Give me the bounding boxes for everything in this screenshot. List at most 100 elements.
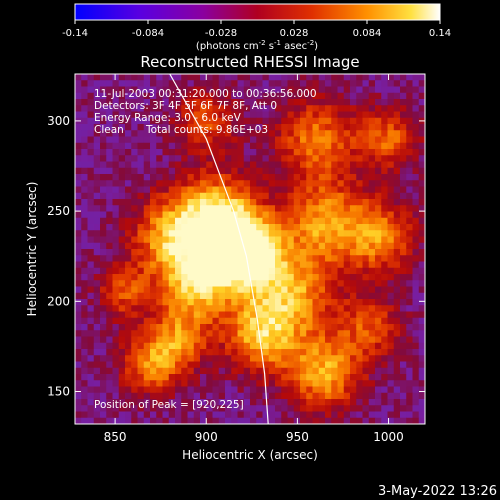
heatmap-cell: [381, 105, 388, 112]
heatmap-cell: [81, 405, 88, 412]
heatmap-cell: [375, 142, 382, 150]
heatmap-cell: [350, 249, 357, 256]
heatmap-cell: [268, 274, 276, 281]
heatmap-cell: [175, 405, 182, 412]
heatmap-cell: [306, 274, 313, 281]
heatmap-cell: [256, 249, 263, 256]
heatmap-cell: [393, 299, 401, 306]
heatmap-cell: [175, 230, 182, 237]
heatmap-cell: [262, 330, 270, 337]
heatmap-cell: [312, 211, 320, 219]
heatmap-cell: [193, 149, 201, 156]
heatmap-cell: [275, 355, 282, 362]
heatmap-cell: [143, 99, 151, 106]
heatmap-cell: [275, 92, 282, 100]
heatmap-cell: [368, 349, 376, 356]
heatmap-cell: [250, 180, 257, 187]
heatmap-cell: [356, 211, 363, 219]
heatmap-cell: [206, 174, 213, 181]
heatmap-cell: [343, 286, 351, 294]
heatmap-cell: [106, 342, 113, 350]
heatmap-cell: [225, 186, 232, 194]
heatmap-cell: [312, 155, 320, 162]
heatmap-cell: [393, 411, 401, 419]
heatmap-cell: [350, 305, 357, 312]
heatmap-cell: [106, 399, 113, 406]
heatmap-cell: [287, 242, 295, 250]
heatmap-cell: [287, 124, 295, 131]
heatmap-cell: [300, 242, 307, 250]
heatmap-cell: [281, 149, 288, 156]
heatmap-cell: [281, 136, 288, 144]
heatmap-cell: [293, 317, 301, 325]
heatmap-cell: [87, 161, 95, 169]
heatmap-cell: [231, 186, 238, 194]
heatmap-cell: [237, 286, 245, 294]
heatmap-cell: [412, 336, 420, 344]
heatmap-cell: [368, 417, 376, 424]
heatmap-cell: [375, 261, 382, 269]
heatmap-cell: [112, 411, 120, 419]
heatmap-cell: [318, 142, 326, 150]
heatmap-cell: [331, 286, 338, 294]
heatmap-cell: [231, 92, 238, 100]
heatmap-cell: [418, 405, 425, 412]
heatmap-cell: [181, 155, 188, 162]
heatmap-cell: [337, 355, 345, 362]
heatmap-cell: [375, 386, 382, 394]
heatmap-cell: [106, 255, 113, 262]
heatmap-cell: [381, 355, 388, 362]
heatmap-cell: [175, 349, 182, 356]
heatmap-cell: [381, 236, 388, 244]
heatmap-cell: [306, 324, 313, 331]
heatmap-cell: [231, 355, 238, 362]
heatmap-cell: [137, 274, 145, 281]
heatmap-cell: [162, 92, 170, 100]
heatmap-cell: [156, 386, 163, 394]
heatmap-cell: [156, 86, 163, 94]
heatmap-cell: [100, 192, 107, 200]
heatmap-cell: [243, 330, 251, 337]
heatmap-cell: [131, 161, 138, 169]
heatmap-cell: [368, 211, 376, 219]
heatmap-cell: [200, 305, 207, 312]
heatmap-cell: [156, 80, 163, 87]
heatmap-cell: [375, 224, 382, 231]
heatmap-cell: [350, 242, 357, 250]
heatmap-cell: [187, 336, 195, 344]
heatmap-cell: [293, 180, 301, 187]
heatmap-cell: [156, 236, 163, 244]
heatmap-cell: [250, 174, 257, 181]
heatmap-cell: [212, 367, 220, 375]
heatmap-cell: [225, 111, 232, 119]
heatmap-cell: [256, 286, 263, 294]
heatmap-cell: [387, 199, 395, 206]
heatmap-cell: [87, 405, 95, 412]
heatmap-cell: [212, 330, 220, 337]
heatmap-cell: [150, 217, 157, 225]
heatmap-cell: [237, 261, 245, 269]
heatmap-cell: [231, 261, 238, 269]
heatmap-cell: [193, 180, 201, 187]
heatmap-cell: [268, 380, 276, 387]
heatmap-cell: [218, 261, 226, 269]
heatmap-cell: [256, 274, 263, 281]
heatmap-cell: [106, 324, 113, 331]
heatmap-cell: [112, 311, 120, 319]
heatmap-cell: [300, 330, 307, 337]
heatmap-cell: [131, 267, 138, 275]
heatmap-cell: [256, 124, 263, 131]
heatmap-cell: [275, 167, 282, 175]
heatmap-cell: [218, 411, 226, 419]
heatmap-cell: [287, 311, 295, 319]
heatmap-cell: [162, 149, 170, 156]
heatmap-cell: [125, 342, 132, 350]
heatmap-cell: [412, 380, 420, 387]
heatmap-cell: [275, 111, 282, 119]
heatmap-cell: [125, 286, 132, 294]
heatmap-cell: [318, 155, 326, 162]
heatmap-cell: [175, 324, 182, 331]
heatmap-cell: [81, 230, 88, 237]
heatmap-cell: [287, 205, 295, 212]
heatmap-cell: [187, 80, 195, 87]
